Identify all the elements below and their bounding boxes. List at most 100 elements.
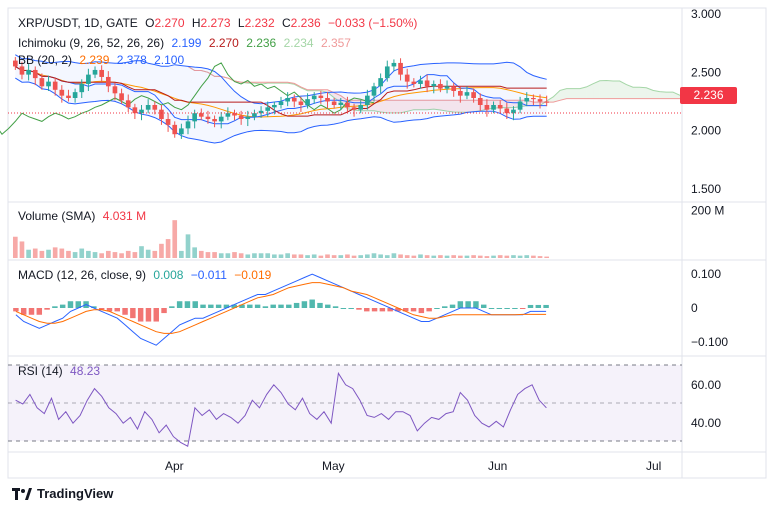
rsi-tick-label: 40.00 — [691, 416, 721, 430]
ohlc-open: O2.270 — [145, 16, 184, 30]
macd-histogram-bar — [184, 301, 191, 308]
cloud-segment — [433, 100, 441, 110]
cloud-segment — [659, 91, 667, 99]
volume-bar — [198, 250, 204, 258]
volume-bar — [484, 256, 490, 258]
volume-bar — [132, 252, 138, 258]
bb-legend: BB (20, 2) 2.239 2.378 2.100 — [18, 53, 188, 67]
macd-histogram-bar — [395, 308, 401, 312]
cloud-segment — [619, 81, 627, 99]
volume-bar — [431, 255, 437, 258]
candle-body — [185, 121, 191, 129]
volume-value: 4.031 M — [102, 209, 147, 223]
macd-histogram-bar — [449, 304, 456, 308]
volume-bar — [46, 249, 51, 258]
macd-histogram-bar — [247, 304, 253, 308]
macd-histogram-bar — [192, 301, 198, 308]
volume-bar — [79, 248, 85, 258]
cloud-segment — [400, 100, 408, 113]
candle-body — [497, 105, 503, 109]
candle-body — [404, 74, 410, 82]
volume-bar — [285, 253, 290, 258]
ichimoku-span-b-value: 2.357 — [320, 36, 351, 50]
volume-bar — [325, 254, 330, 258]
volume-bar — [384, 255, 390, 258]
candle-body — [132, 107, 138, 114]
cloud-segment — [553, 90, 560, 103]
cloud-segment — [639, 87, 647, 99]
volume-bar — [291, 254, 297, 258]
macd-histogram-bar — [332, 306, 339, 308]
volume-legend: Volume (SMA) 4.031 M — [18, 209, 150, 223]
macd-histogram-bar — [36, 308, 43, 315]
bb-upper-value: 2.378 — [116, 53, 147, 67]
volume-bar — [477, 255, 483, 258]
volume-bar — [398, 254, 403, 258]
candle-body — [471, 92, 476, 98]
cloud-segment — [407, 100, 414, 112]
cloud-segment — [413, 100, 421, 110]
candle-body — [72, 92, 78, 98]
cloud-segment — [387, 100, 394, 113]
macd-histogram-bar — [67, 301, 74, 308]
candle-body — [92, 69, 98, 75]
macd-histogram-bar — [208, 304, 214, 308]
candle-body — [152, 105, 158, 110]
volume-bar — [225, 253, 231, 258]
candle-body — [305, 99, 310, 106]
macd-histogram-bar — [379, 308, 386, 312]
candle-body — [125, 100, 131, 108]
cloud-segment — [440, 100, 448, 112]
macd-histogram-bar — [340, 308, 347, 309]
candle-body — [424, 80, 430, 87]
macd-histogram-bar — [44, 308, 50, 310]
volume-bar — [464, 255, 470, 258]
volume-bar — [537, 256, 543, 258]
time-tick-label: May — [322, 459, 345, 473]
candle-body — [544, 101, 550, 103]
macd-axis-labels: 0.100 0 −0.100 — [691, 267, 728, 349]
macd-series — [13, 273, 549, 346]
volume-bar — [338, 255, 344, 258]
cloud-segment — [526, 100, 534, 106]
cloud-segment — [593, 80, 600, 99]
ohlc-high: H2.273 — [192, 16, 231, 30]
macd-histogram-bar — [75, 301, 82, 308]
candle-body — [198, 113, 204, 117]
volume-bar — [318, 255, 324, 258]
macd-histogram-bar — [286, 304, 292, 308]
candle-body — [139, 109, 144, 114]
volume-bar — [105, 250, 111, 258]
cloud-segment — [652, 90, 660, 99]
candle-body — [159, 109, 164, 120]
volume-bar — [252, 253, 257, 258]
volume-bar — [39, 250, 45, 258]
volume-bar — [172, 220, 178, 258]
tradingview-logo[interactable]: TradingView — [12, 486, 113, 501]
cloud-segment — [672, 92, 680, 99]
macd-tick-label: 0.100 — [691, 267, 721, 281]
volume-bar — [86, 250, 91, 258]
candle-body — [218, 116, 224, 122]
time-axis-labels: Apr May Jun Jul — [165, 459, 661, 473]
macd-line — [15, 273, 547, 346]
cloud-segment — [633, 87, 640, 99]
macd-histogram-bar — [457, 301, 464, 308]
volume-bar — [544, 256, 550, 258]
candle-body — [285, 97, 290, 102]
candle-body — [504, 108, 510, 114]
cloud-segment — [566, 88, 574, 99]
bb-lower-value: 2.100 — [154, 53, 185, 67]
candle-body — [484, 105, 490, 110]
macd-histogram-bar — [543, 304, 549, 308]
candle-body — [431, 83, 437, 87]
candle-body — [451, 86, 457, 91]
volume-bar — [112, 252, 118, 258]
candle-body — [79, 83, 85, 93]
tradingview-logo-text: TradingView — [37, 486, 114, 501]
candle-body — [172, 124, 178, 135]
cloud-segment — [393, 100, 401, 113]
candle-body — [411, 81, 417, 84]
volume-bar — [438, 255, 443, 258]
